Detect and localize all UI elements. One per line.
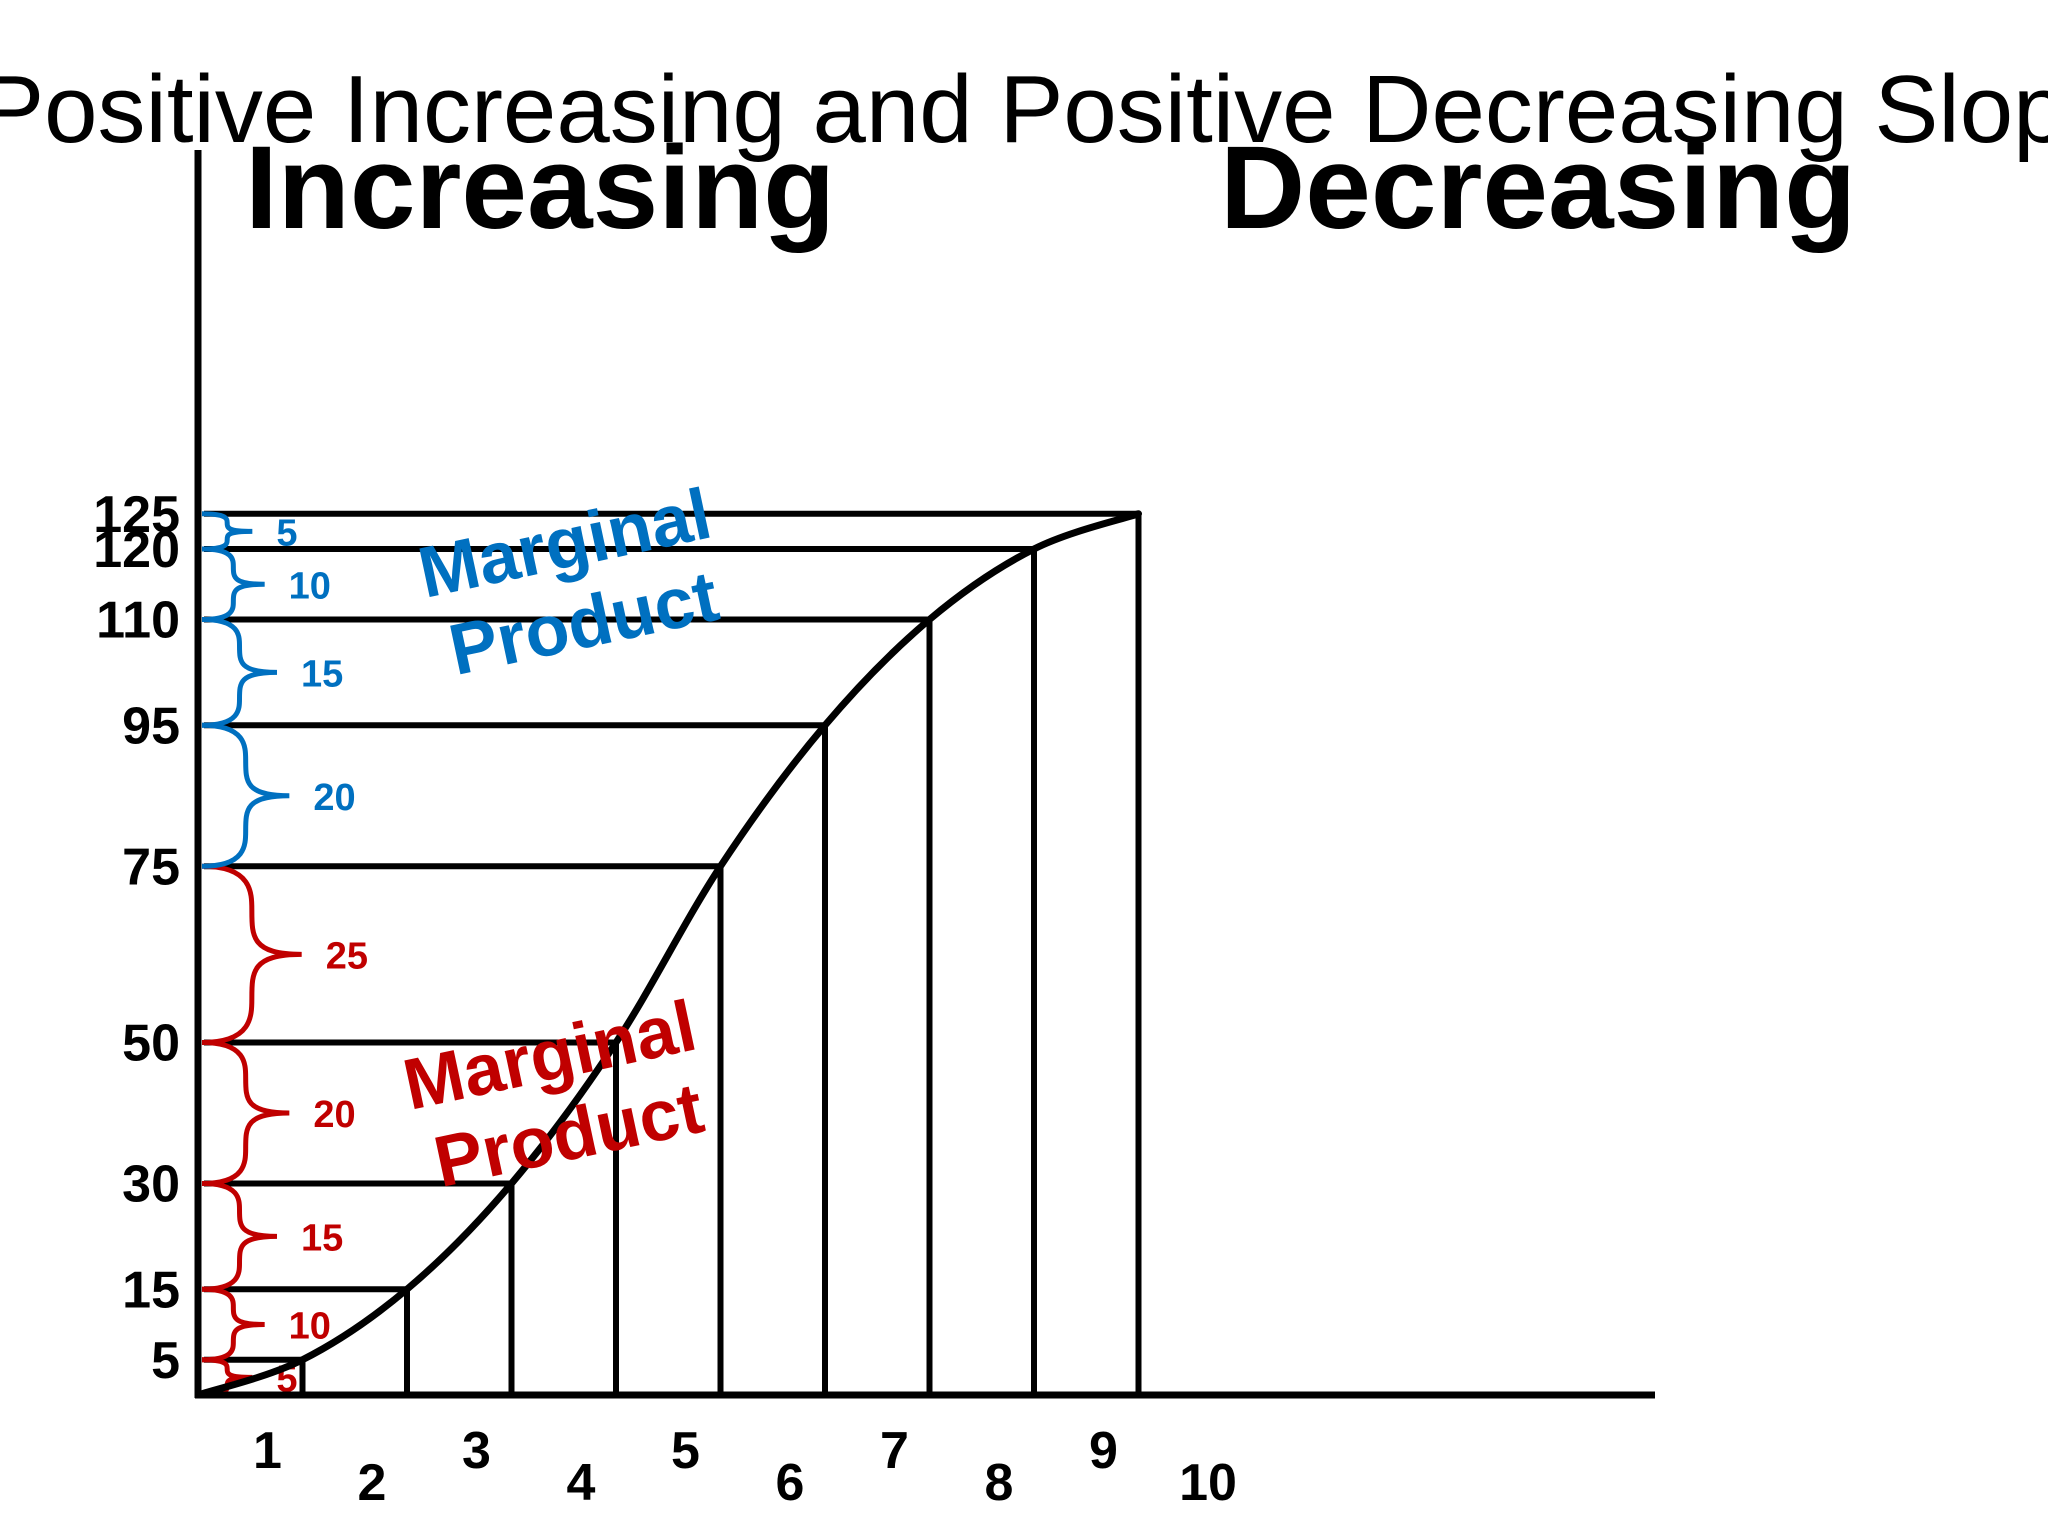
marginal-product-value: 20 <box>313 1094 355 1136</box>
marginal-product-brace <box>201 1040 290 1186</box>
marginal-product-brace <box>201 863 302 1045</box>
decreasing-marginal-product-label: MarginalProduct <box>412 474 735 694</box>
increasing-marginal-product-label: MarginalProduct <box>397 986 720 1206</box>
x-tick-label: 7 <box>880 1422 909 1480</box>
y-tick-label: 15 <box>122 1261 180 1319</box>
marginal-product-value: 10 <box>289 1306 331 1348</box>
marginal-product-value: 25 <box>326 935 368 977</box>
marginal-product-brace <box>201 1181 278 1292</box>
guide-lines <box>204 510 1142 1395</box>
x-tick-label: 1 <box>253 1422 282 1480</box>
marginal-product-value: 20 <box>313 777 355 819</box>
y-tick-label: 30 <box>122 1156 180 1214</box>
x-tick-label: 5 <box>671 1422 700 1480</box>
marginal-product-brace <box>201 722 290 869</box>
total-product-curve <box>194 510 1142 1399</box>
x-tick-label: 2 <box>358 1454 387 1512</box>
marginal-product-value: 15 <box>301 1217 343 1259</box>
curve-layer <box>194 510 1142 1399</box>
y-tick-label: 50 <box>122 1015 180 1073</box>
x-tick-label: 10 <box>1179 1454 1237 1512</box>
marginal-product-value: 15 <box>301 653 343 695</box>
x-tick-label: 3 <box>462 1422 491 1480</box>
marginal-product-value: 5 <box>276 512 297 554</box>
y-tick-label: 125 <box>93 486 180 544</box>
annotations: MarginalProduct MarginalProduct <box>397 474 735 1206</box>
marginal-product-value: 10 <box>289 565 331 607</box>
x-tick-label: 8 <box>985 1454 1014 1512</box>
y-tick-label: 110 <box>96 592 180 650</box>
marginal-product-brace <box>201 546 265 622</box>
x-tick-label: 6 <box>776 1454 805 1512</box>
decreasing-label: Decreasing <box>1220 122 1856 254</box>
y-tick-label: 75 <box>122 838 180 896</box>
y-tick-label: 5 <box>151 1332 180 1390</box>
x-tick-label: 9 <box>1089 1422 1118 1480</box>
marginal-product-brace <box>201 617 278 728</box>
x-tick-label: 4 <box>567 1454 596 1512</box>
axes <box>194 150 1655 1399</box>
marginal-product-brace <box>201 1286 265 1363</box>
y-tick-label: 95 <box>122 697 180 755</box>
marginal-product-brace <box>201 511 253 552</box>
y-tick-label: 120 <box>93 521 180 579</box>
increasing-label: Increasing <box>245 122 835 254</box>
chart-title: Positive Increasing and Positive Decreas… <box>0 56 2048 163</box>
